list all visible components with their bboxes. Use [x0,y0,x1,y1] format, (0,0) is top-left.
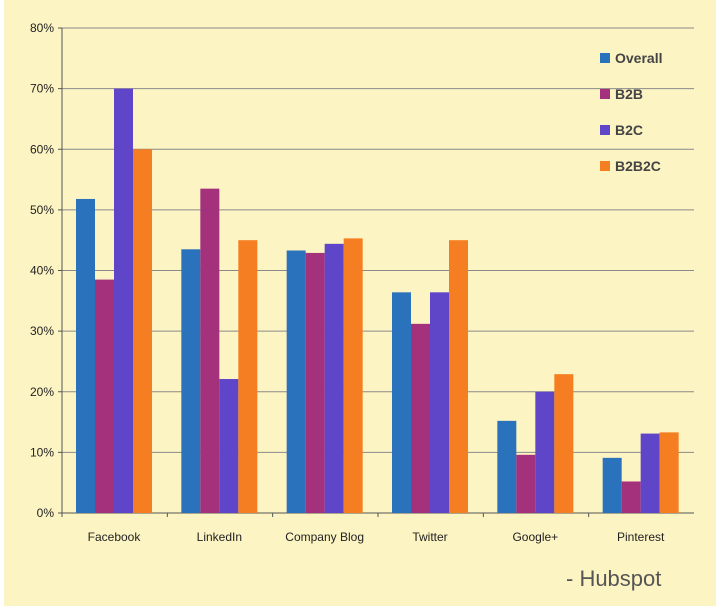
bar-b2c-pinterest [640,433,660,513]
bar-b2c-linkedin [219,379,239,513]
x-category-label: Company Blog [285,530,364,544]
bar-b2b-pinterest [621,481,641,513]
x-category-label: Facebook [88,530,142,544]
y-tick-label: 0% [37,506,55,520]
x-category-label: Google+ [512,530,558,544]
legend-label-overall: Overall [615,50,662,66]
bar-b2b2c-google- [554,374,574,513]
legend-label-b2b: B2B [615,86,643,102]
legend-label-b2c: B2C [615,122,643,138]
bar-b2b-google- [516,454,536,513]
bar-b2b-company-blog [305,252,325,513]
bar-b2b2c-company-blog [343,238,363,513]
y-tick-label: 80% [30,21,54,35]
x-category-label: LinkedIn [197,530,242,544]
bar-b2c-google- [535,391,555,513]
bar-overall-company-blog [286,250,306,513]
bar-b2b-linkedin [200,188,220,513]
bar-b2b-twitter [411,323,430,513]
bar-chart: 0% 10% 20% 30% 40% 50% 60% 70% 80% Facebook Linked… [30,21,694,544]
y-tick-label: 70% [30,82,54,96]
bar-b2b-facebook [95,279,114,513]
legend-swatch-b2b2c [600,161,610,171]
bar-b2c-facebook [114,88,133,513]
chart-panel: 0% 10% 20% 30% 40% 50% 60% 70% 80% Facebook Linked… [4,0,716,606]
legend-swatch-b2b [600,89,610,99]
bar-b2c-twitter [430,292,449,513]
y-tick-label: 40% [30,264,54,278]
y-tick-label: 10% [30,445,54,459]
legend-label-b2b2c: B2B2C [615,158,661,174]
y-tick-label: 20% [30,385,54,399]
bar-overall-linkedin [181,249,201,513]
bar-b2b2c-linkedin [238,240,258,513]
y-tick-label: 60% [30,142,54,156]
bar-b2b2c-facebook [133,149,152,513]
bar-overall-google- [497,420,517,513]
y-tick-label: 50% [30,203,54,217]
source-note: - Hubspot [566,566,662,591]
bar-b2c-company-blog [324,243,344,513]
legend-swatch-b2c [600,125,610,135]
bar-overall-pinterest [602,457,622,513]
bar-overall-facebook [76,198,95,513]
x-category-label: Pinterest [617,530,665,544]
y-tick-label: 30% [30,324,54,338]
bar-b2b2c-twitter [449,240,468,513]
bar-overall-twitter [392,292,411,513]
legend-swatch-overall [600,53,610,63]
bar-b2b2c-pinterest [659,432,679,513]
x-category-label: Twitter [412,530,447,544]
